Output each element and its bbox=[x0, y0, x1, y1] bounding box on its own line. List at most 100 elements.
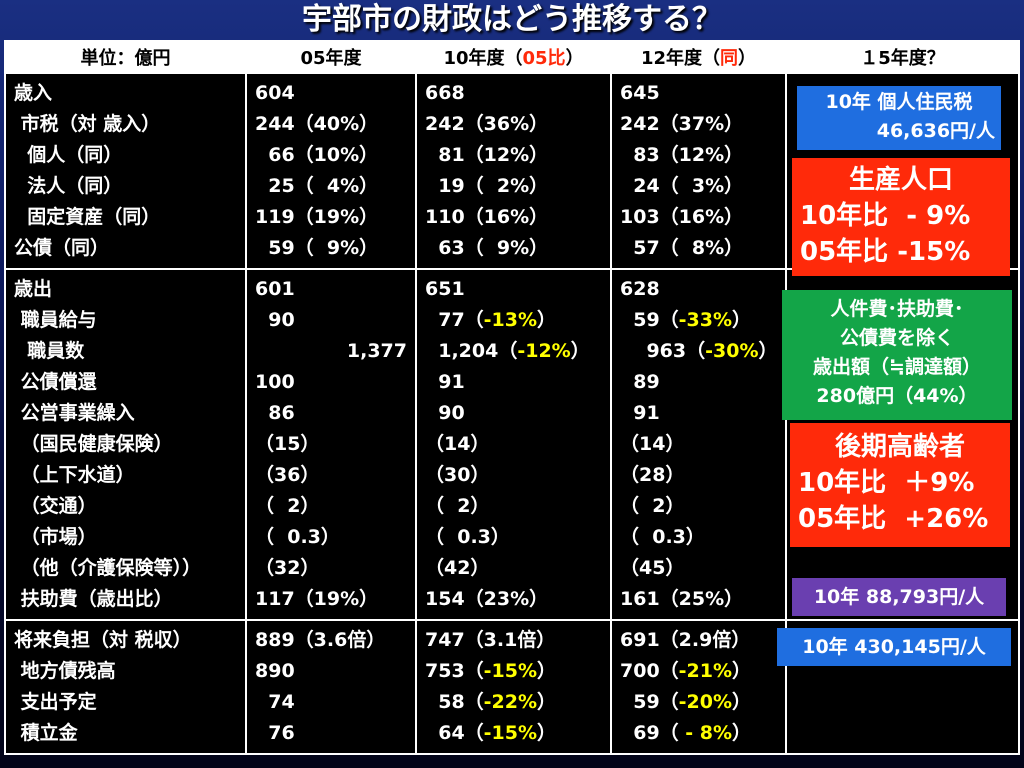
close-paren: ） bbox=[758, 340, 778, 362]
individual-tax-line1: 10年 個人住民税 bbox=[825, 91, 973, 113]
cell-value: 64（ bbox=[425, 722, 484, 744]
cell-line: 固定資産（同） bbox=[14, 206, 161, 228]
cell-line: （ 0.3） bbox=[620, 522, 777, 553]
cell-line: （ 2） bbox=[425, 491, 602, 522]
cell-value: 628 bbox=[620, 278, 660, 300]
cell-line: 69（ - 8%） bbox=[620, 718, 777, 749]
future-burden-fy12: 691（2.9倍） 700（-21%） 59（-20%） 69（ - 8%） bbox=[610, 619, 787, 755]
change-percent: -33% bbox=[678, 309, 733, 331]
cell-line: 747（3.1倍） bbox=[425, 625, 602, 656]
cell-value: （14） bbox=[425, 433, 490, 455]
cell-line: （36） bbox=[255, 464, 320, 486]
cell-line: 66（10%） bbox=[255, 144, 379, 166]
cell-value: 90 bbox=[425, 402, 465, 424]
cell-value: 161（25%） bbox=[620, 588, 744, 610]
change-percent: -13% bbox=[483, 309, 538, 331]
cell-value: （45） bbox=[620, 557, 685, 579]
production-population-title: 生産人口 bbox=[848, 165, 953, 195]
future-burden-labels: 将来負担（対 税収） 地方債残高 支出予定 積立金 bbox=[4, 619, 247, 755]
cell-line: 公営事業繰入 bbox=[14, 402, 135, 424]
close-paren: ） bbox=[732, 660, 752, 682]
change-percent: -15% bbox=[483, 722, 538, 744]
elderly-population-box: 後期高齢者 10年比 ＋9% 05年比 +26% bbox=[790, 423, 1010, 547]
cell-value: 58（ bbox=[425, 691, 484, 713]
cell-value: 59（ bbox=[620, 309, 679, 331]
close-paren: ） bbox=[537, 309, 557, 331]
elderly-population-05: 05年比 +26% bbox=[798, 504, 989, 534]
cell-value: 747（3.1倍） bbox=[425, 629, 556, 651]
cell-line: 604 bbox=[255, 82, 295, 104]
cell-value: 691（2.9倍） bbox=[620, 629, 751, 651]
cell-line: 77（-13%） bbox=[425, 305, 602, 336]
cell-line: 242（37%） bbox=[620, 113, 744, 135]
expenditure-fy10: 651 77（-13%） 1,204（-12%） 91 90 （14） （30）（ … bbox=[415, 268, 612, 621]
cell-line: 歳入 bbox=[14, 82, 53, 104]
cell-line: 628 bbox=[620, 274, 777, 305]
change-percent: -15% bbox=[483, 660, 538, 682]
revenue-fy05: 604 244（40%） 66（10%） 25（ 4%） 119（19%） 59（ … bbox=[245, 72, 417, 270]
cell-line: （30） bbox=[425, 460, 602, 491]
close-paren: ） bbox=[732, 691, 752, 713]
cell-line: 支出予定 bbox=[14, 691, 97, 713]
cell-line: （42） bbox=[425, 553, 602, 584]
future-burden-fy10: 747（3.1倍） 753（-15%） 58（-22%） 64（-15%） bbox=[415, 619, 612, 755]
cell-line: 154（23%） bbox=[425, 584, 602, 615]
cell-line: （ 2） bbox=[620, 491, 777, 522]
table-header-row: 単位：億円 05年度 10年度（05比） 12年度（同） １5年度？ bbox=[4, 40, 1020, 74]
cell-value: （42） bbox=[425, 557, 490, 579]
cell-line: 645 bbox=[620, 82, 660, 104]
cell-line: 59（-33%） bbox=[620, 305, 777, 336]
cell-line: 242（36%） bbox=[425, 113, 549, 135]
per-capita-expenditure-box: 10年 88,793円/人 bbox=[792, 578, 1006, 616]
header-fy12-hi: 同 bbox=[720, 48, 739, 69]
adjusted-expenditure-line4: 280億円（44%） bbox=[816, 385, 978, 407]
cell-value: （ 2） bbox=[620, 495, 685, 517]
cell-line: 91 bbox=[425, 367, 602, 398]
cell-line: 117（19%） bbox=[255, 588, 379, 610]
close-paren: ） bbox=[732, 722, 752, 744]
cell-line: （14） bbox=[425, 429, 602, 460]
elderly-population-title: 後期高齢者 bbox=[834, 432, 965, 462]
individual-tax-box: 10年 個人住民税 46,636円/人 bbox=[797, 86, 1001, 150]
cell-line: （15） bbox=[255, 433, 320, 455]
cell-line: （国民健康保険） bbox=[14, 433, 173, 455]
cell-line: 歳出 bbox=[14, 278, 53, 300]
cell-line: 公債（同） bbox=[14, 237, 110, 259]
cell-line: 889（3.6倍） bbox=[255, 629, 386, 651]
cell-line: （ 0.3） bbox=[255, 526, 340, 548]
expenditure-fy05: 601 90 1,377 100 86 （15） （36） （ 2） （ 0.3） （32） 1… bbox=[245, 268, 417, 621]
production-population-box: 生産人口 10年比 - 9% 05年比 -15% bbox=[792, 158, 1010, 276]
cell-line: 103（16%） bbox=[620, 206, 744, 228]
revenue-fy10: 668 242（36%） 81（12%） 19（ 2%） 110（16%） 63（ … bbox=[415, 72, 612, 270]
cell-line: 58（-22%） bbox=[425, 687, 602, 718]
cell-line: 1,204（-12%） bbox=[425, 336, 602, 367]
cell-line: 83（12%） bbox=[620, 144, 744, 166]
cell-line: 59（-20%） bbox=[620, 687, 777, 718]
cell-value: 963（ bbox=[620, 340, 706, 362]
header-fy10: 10年度（05比） bbox=[415, 40, 612, 74]
cell-line: 963（-30%） bbox=[620, 336, 777, 367]
change-percent: -21% bbox=[678, 660, 733, 682]
close-paren: ） bbox=[732, 309, 752, 331]
cell-line: （32） bbox=[255, 557, 320, 579]
production-population-05: 05年比 -15% bbox=[800, 237, 971, 267]
cell-value: 77（ bbox=[425, 309, 484, 331]
cell-line: 161（25%） bbox=[620, 584, 777, 615]
cell-line: 25（ 4%） bbox=[255, 175, 379, 197]
future-burden-fy05: 889（3.6倍） 890 74 76 bbox=[245, 619, 417, 755]
cell-line: 90 bbox=[425, 398, 602, 429]
cell-line: 691（2.9倍） bbox=[620, 625, 777, 656]
change-percent: -22% bbox=[483, 691, 538, 713]
cell-value: 753（ bbox=[425, 660, 484, 682]
production-population-10: 10年比 - 9% bbox=[800, 201, 971, 231]
cell-line: 100 bbox=[255, 371, 295, 393]
cell-line: （他（介護保険等）） bbox=[14, 557, 202, 579]
cell-value: 69（ bbox=[620, 722, 679, 744]
cell-line: 119（19%） bbox=[255, 206, 379, 228]
cell-line: 601 bbox=[255, 278, 295, 300]
cell-value: 89 bbox=[620, 371, 660, 393]
cell-line: 市税（対 歳入） bbox=[14, 113, 161, 135]
cell-line: 753（-15%） bbox=[425, 656, 602, 687]
adjusted-expenditure-line1: 人件費･扶助費･ bbox=[830, 298, 964, 320]
cell-line: 81（12%） bbox=[425, 144, 549, 166]
